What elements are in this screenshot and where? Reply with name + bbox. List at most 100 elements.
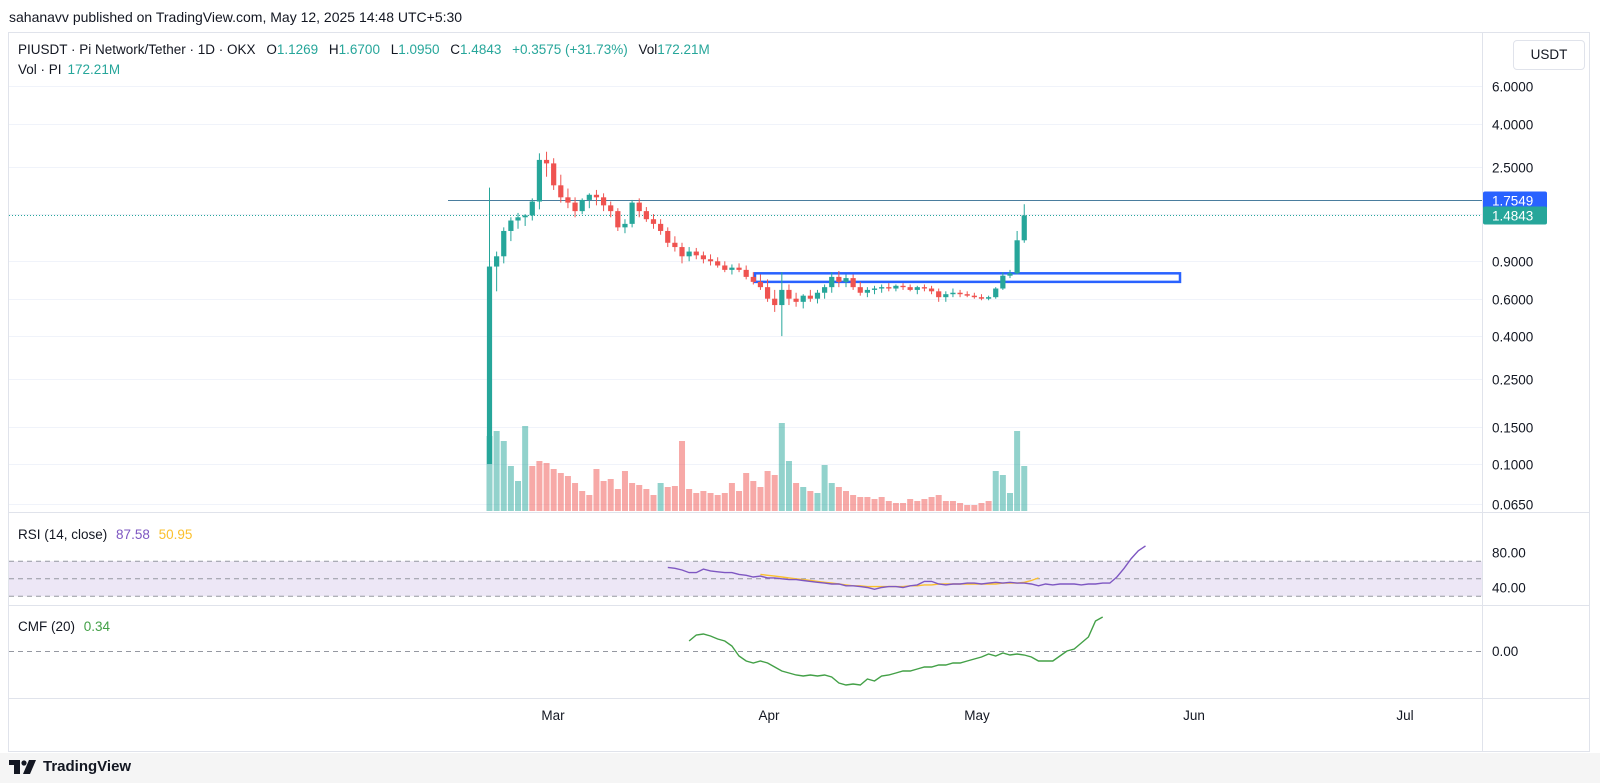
candle-body — [800, 295, 806, 302]
candle-body — [615, 211, 621, 228]
volume-bar — [978, 503, 985, 511]
volume-bar — [764, 471, 771, 511]
volume-bar — [771, 475, 778, 511]
volume-bar — [1006, 493, 1013, 511]
candle-body — [643, 211, 649, 220]
candle-body — [964, 294, 970, 296]
volume-bar — [728, 483, 735, 511]
candle-body — [565, 197, 571, 203]
volume-bar — [486, 436, 493, 511]
volume-bar — [942, 501, 949, 511]
candle-body — [829, 276, 835, 288]
volume-series-label[interactable]: Vol · PI — [18, 62, 62, 77]
rsi-header: RSI (14, close) 87.58 50.95 — [18, 527, 192, 542]
open-label: O — [266, 42, 277, 57]
volume-bar — [878, 497, 885, 511]
rsi-label[interactable]: RSI (14, close) — [18, 527, 108, 542]
volume-bar — [714, 495, 721, 511]
price-tick-label: 6.0000 — [1492, 80, 1533, 95]
volume-bar — [593, 469, 600, 511]
volume-bar — [543, 463, 550, 511]
candle-body — [707, 259, 714, 262]
high-label: H — [328, 42, 339, 57]
volume-bar — [957, 503, 964, 511]
candle-body — [900, 285, 906, 288]
candle-body — [822, 287, 828, 293]
vol-value: 172.21M — [657, 42, 710, 57]
volume-bar — [785, 461, 792, 511]
volume-bar — [707, 493, 714, 511]
price-tick-label: 0.6000 — [1492, 293, 1533, 308]
price-tick-label: 0.1000 — [1492, 458, 1533, 473]
cmf-value: 0.34 — [83, 619, 111, 634]
volume-bar — [636, 485, 643, 511]
candle-body — [508, 220, 514, 231]
price-tick-label: 4.0000 — [1492, 118, 1533, 133]
volume-bar — [757, 487, 764, 511]
candle-body — [743, 269, 749, 277]
rsi-tick-label: 80.00 — [1492, 546, 1526, 561]
support-rectangle — [753, 272, 1182, 284]
candle-body — [807, 295, 813, 299]
volume-bar — [522, 426, 529, 511]
volume-bar — [529, 466, 536, 511]
footer-bar — [0, 753, 1600, 783]
candle-body — [879, 287, 885, 289]
volume-bar — [907, 499, 914, 511]
volume-bar — [564, 476, 571, 511]
candle-body — [600, 197, 607, 206]
candle-body — [672, 242, 678, 248]
candle-body — [722, 265, 728, 270]
candle-body — [971, 295, 977, 298]
time-tick-label: Apr — [758, 708, 780, 723]
candle-body — [786, 289, 792, 299]
cmf-line — [688, 616, 1104, 686]
volume-bar — [621, 471, 628, 511]
volume-bar — [935, 495, 942, 511]
volume-bar — [1021, 466, 1028, 511]
candle-body — [679, 247, 685, 257]
volume-bar — [1014, 431, 1021, 511]
volume-bar — [515, 481, 522, 511]
candle-body — [836, 276, 842, 282]
candle-body — [686, 251, 692, 257]
change-value: +0.3575 (+31.73%) — [512, 42, 628, 57]
chart-frame — [8, 32, 1590, 752]
last-price-label: 1.4843 — [1492, 209, 1533, 224]
price-tick-label: 0.1500 — [1492, 421, 1533, 436]
volume-bar — [750, 481, 757, 511]
candle-body — [536, 159, 543, 202]
high-value: 1.6700 — [338, 42, 380, 57]
candle-body — [1021, 215, 1027, 241]
symbol-title[interactable]: PIUSDT · Pi Network/Tether · 1D · OKX — [18, 42, 256, 57]
price-tick-label: 0.0650 — [1492, 498, 1533, 513]
candle-body — [486, 266, 493, 465]
candle-body — [936, 291, 942, 298]
volume-bar — [814, 493, 821, 511]
close-label: C — [450, 42, 461, 57]
candle-body — [665, 230, 671, 243]
brand-logo[interactable]: TradingView — [9, 758, 131, 775]
volume-bar — [843, 491, 849, 511]
publish-info: sahanavv published on TradingView.com, M… — [9, 9, 463, 25]
volume-bar — [614, 489, 621, 511]
volume-bar — [885, 501, 892, 511]
candle-body — [736, 267, 742, 270]
volume-bar — [971, 505, 978, 511]
volume-bar — [743, 473, 750, 511]
candle-body — [543, 159, 550, 164]
candle-body — [914, 287, 920, 290]
volume-bar — [550, 469, 557, 511]
volume-bar — [664, 487, 671, 511]
volume-bar — [892, 503, 899, 511]
volume-bar — [507, 466, 514, 511]
currency-button[interactable]: USDT — [1513, 40, 1585, 70]
cmf-tick-label: 0.00 — [1492, 644, 1518, 659]
candle-body — [629, 202, 635, 224]
candle-body — [658, 223, 664, 231]
volume-bar — [629, 483, 636, 511]
candle-body — [943, 294, 949, 298]
cmf-label[interactable]: CMF (20) — [18, 619, 75, 634]
price-tick-label: 0.4000 — [1492, 330, 1533, 345]
